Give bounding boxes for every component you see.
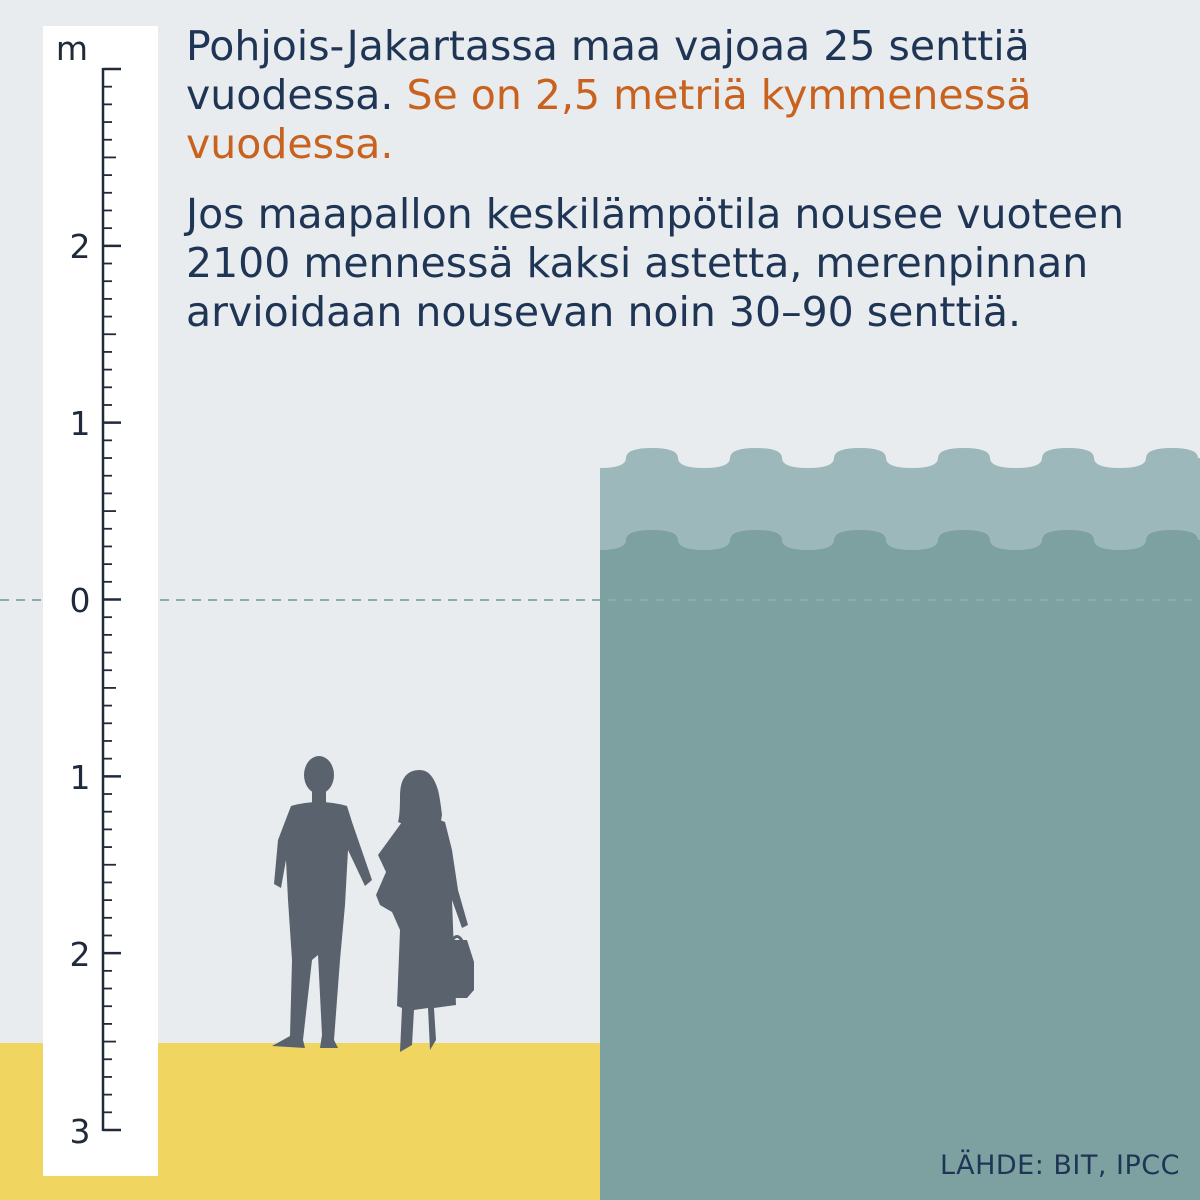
ruler-label: 2	[70, 935, 91, 974]
woman-silhouette	[376, 770, 474, 1052]
ruler-label: 1	[70, 404, 91, 443]
headline-main: Pohjois-Jakartassa maa vajoaa 25 senttiä…	[186, 22, 1030, 119]
ruler-label: 2	[70, 227, 91, 266]
ruler-label: 0	[70, 581, 91, 620]
source-credit: LÄHDE: BIT, IPCC	[939, 1150, 1180, 1181]
headline: Pohjois-Jakartassa maa vajoaa 25 senttiä…	[186, 22, 1186, 169]
sea-level-low-projection	[600, 530, 1200, 1200]
body-text: Jos maapallon keskilämpötila nousee vuot…	[186, 190, 1125, 336]
headline-accent: Se on 2,5 metriä kymmenessä vuodessa.	[186, 71, 1032, 168]
ruler-label: 3	[70, 1112, 91, 1151]
ruler	[43, 26, 158, 1176]
ruler-label: 1	[70, 758, 91, 797]
ruler-ticks	[101, 67, 121, 1132]
ruler-labels: m 2 1 0 1 2 3	[56, 29, 91, 1151]
ruler-unit-label: m	[56, 29, 88, 68]
man-silhouette	[272, 756, 372, 1048]
